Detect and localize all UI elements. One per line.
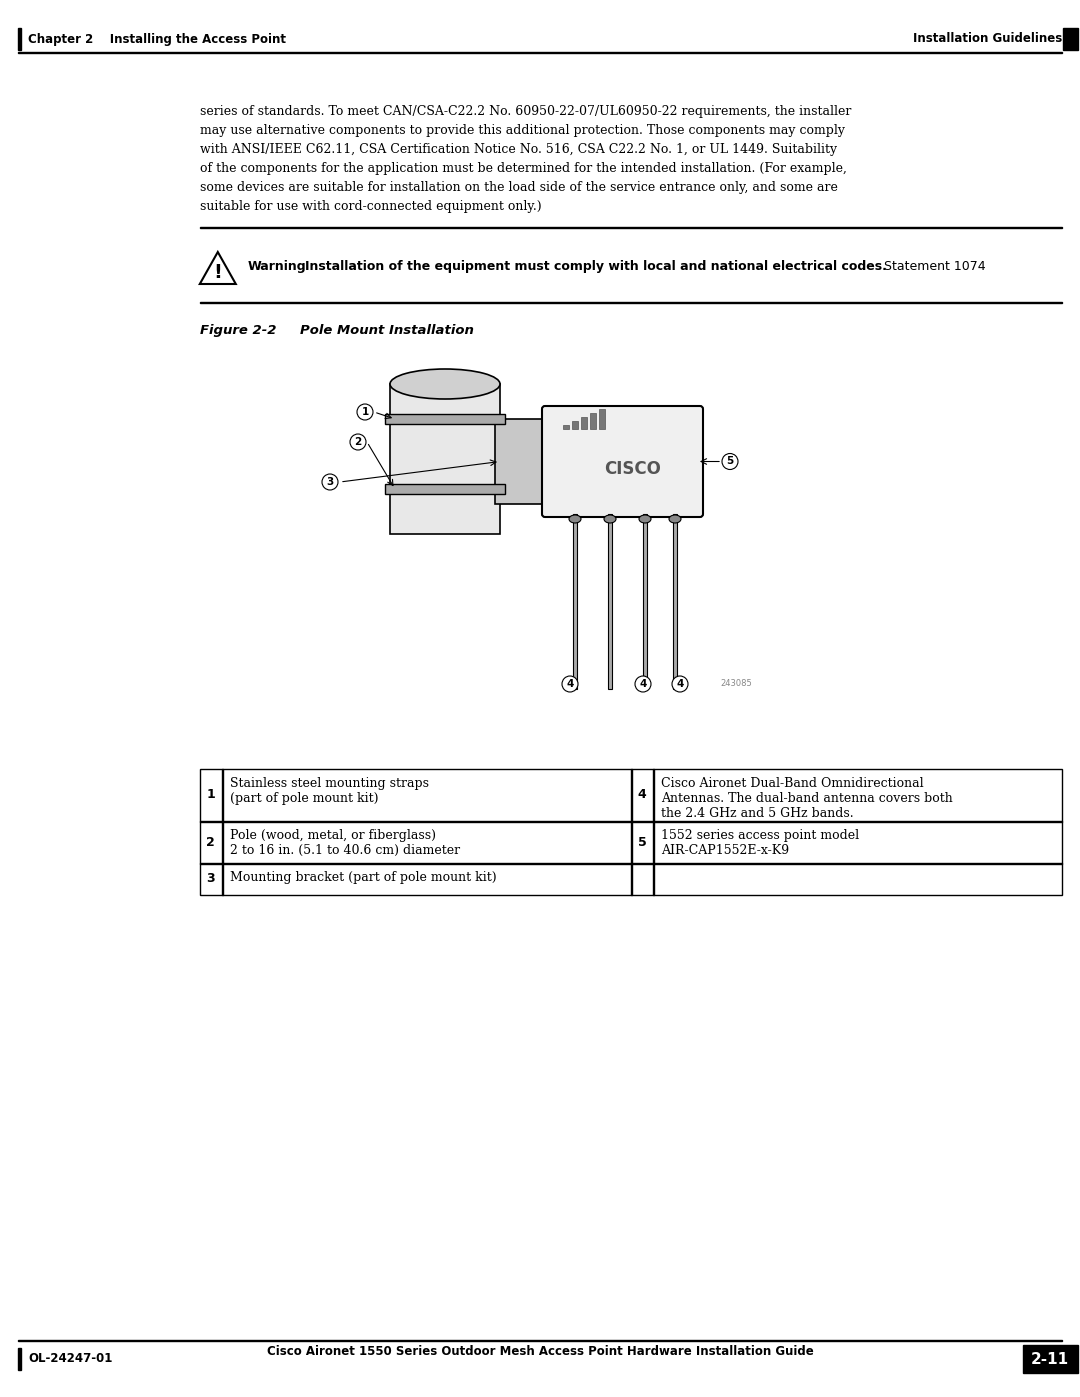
Bar [563, 425, 569, 429]
Text: Installation of the equipment must comply with local and national electrical cod: Installation of the equipment must compl… [305, 260, 887, 272]
Circle shape [350, 434, 366, 450]
Text: 2: 2 [206, 835, 215, 848]
Text: Pole Mount Installation: Pole Mount Installation [300, 324, 474, 337]
Text: 3: 3 [326, 476, 334, 488]
Text: series of standards. To meet CAN/CSA-C22.2 No. 60950-22-07/UL60950-22 requiremen: series of standards. To meet CAN/CSA-C22… [200, 105, 851, 117]
Ellipse shape [390, 369, 500, 400]
Bar [599, 409, 605, 429]
Circle shape [562, 676, 578, 692]
Bar [384, 414, 505, 425]
Ellipse shape [669, 515, 681, 522]
Text: 4: 4 [639, 679, 647, 689]
Ellipse shape [569, 515, 581, 522]
Text: Statement 1074: Statement 1074 [880, 260, 985, 272]
Text: 2-11: 2-11 [1031, 1351, 1069, 1366]
Text: 1: 1 [362, 407, 368, 416]
Text: 5: 5 [637, 835, 646, 848]
Bar [673, 514, 677, 689]
Text: Pole (wood, metal, or fiberglass)
2 to 16 in. (5.1 to 40.6 cm) diameter: Pole (wood, metal, or fiberglass) 2 to 1… [230, 828, 460, 856]
Text: CISCO: CISCO [604, 461, 661, 479]
Circle shape [357, 404, 373, 420]
Circle shape [723, 454, 738, 469]
Text: 5: 5 [727, 457, 733, 467]
Bar [608, 514, 612, 689]
Bar [495, 419, 550, 504]
Circle shape [672, 676, 688, 692]
Bar [643, 514, 647, 689]
Text: 243085: 243085 [720, 679, 752, 687]
Text: OL-24247-01: OL-24247-01 [28, 1352, 112, 1365]
Bar [18, 28, 21, 50]
FancyBboxPatch shape [542, 407, 703, 517]
Ellipse shape [604, 515, 616, 522]
Text: Mounting bracket (part of pole mount kit): Mounting bracket (part of pole mount kit… [230, 870, 497, 884]
Circle shape [635, 676, 651, 692]
Text: Figure 2-2: Figure 2-2 [200, 324, 276, 337]
Bar [390, 384, 500, 534]
Text: Warning: Warning [247, 260, 307, 272]
Bar [1023, 1345, 1078, 1373]
Text: with ANSI/IEEE C62.11, CSA Certification Notice No. 516, CSA C22.2 No. 1, or UL : with ANSI/IEEE C62.11, CSA Certification… [200, 142, 837, 156]
Text: 1: 1 [206, 788, 215, 802]
Text: 4: 4 [637, 788, 646, 802]
Text: !: ! [214, 263, 222, 282]
Bar [384, 483, 505, 495]
Text: may use alternative components to provide this additional protection. Those comp: may use alternative components to provid… [200, 124, 845, 137]
Ellipse shape [639, 515, 651, 522]
Bar [18, 1348, 21, 1370]
Text: 4: 4 [566, 679, 573, 689]
Text: suitable for use with cord-connected equipment only.): suitable for use with cord-connected equ… [200, 200, 541, 212]
Bar [573, 514, 577, 689]
Text: some devices are suitable for installation on the load side of the service entra: some devices are suitable for installati… [200, 182, 838, 194]
Circle shape [322, 474, 338, 490]
Text: Chapter 2    Installing the Access Point: Chapter 2 Installing the Access Point [28, 32, 286, 46]
Bar [572, 420, 578, 429]
Bar [1063, 28, 1078, 50]
Bar [200, 768, 1062, 895]
Polygon shape [200, 251, 235, 284]
Text: 2: 2 [354, 437, 362, 447]
Text: 4: 4 [676, 679, 684, 689]
Bar [590, 414, 596, 429]
Text: Installation Guidelines: Installation Guidelines [913, 32, 1062, 46]
Text: 1552 series access point model
AIR-CAP1552E-x-K9: 1552 series access point model AIR-CAP15… [661, 828, 859, 856]
Text: Cisco Aironet Dual-Band Omnidirectional
Antennas. The dual-band antenna covers b: Cisco Aironet Dual-Band Omnidirectional … [661, 777, 953, 820]
Text: Cisco Aironet 1550 Series Outdoor Mesh Access Point Hardware Installation Guide: Cisco Aironet 1550 Series Outdoor Mesh A… [267, 1345, 813, 1358]
Text: Stainless steel mounting straps
(part of pole mount kit): Stainless steel mounting straps (part of… [230, 777, 429, 805]
Bar [581, 416, 588, 429]
Text: 3: 3 [206, 873, 215, 886]
Text: of the components for the application must be determined for the intended instal: of the components for the application mu… [200, 162, 847, 175]
